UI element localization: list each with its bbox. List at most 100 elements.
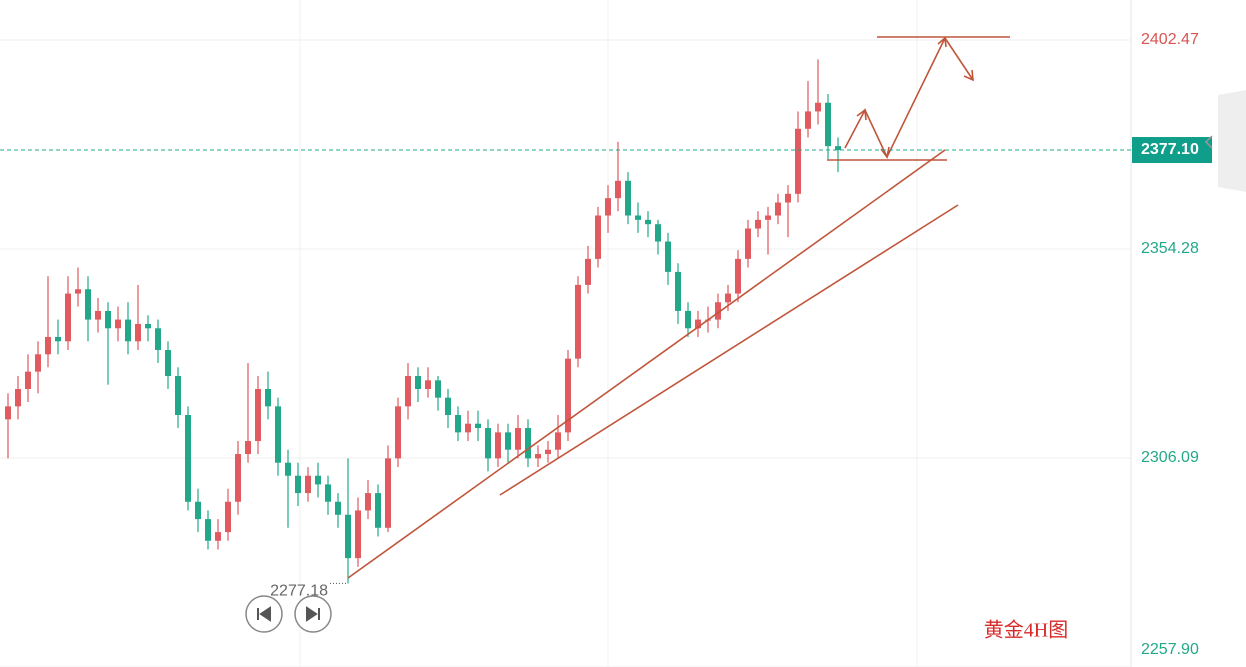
candle-body (245, 441, 251, 455)
candle-body (255, 388, 261, 442)
trend-line (347, 149, 946, 579)
candle-body (305, 475, 311, 494)
last-price-box (1132, 137, 1212, 164)
next-icon (306, 606, 320, 622)
candle-body (75, 289, 81, 294)
candle-body (745, 228, 751, 259)
candle-body (105, 310, 111, 329)
candle-body (205, 519, 211, 541)
candle-body (395, 406, 401, 459)
candle-body (735, 258, 741, 294)
candle-body (655, 224, 661, 242)
candle-body (405, 375, 411, 407)
candle-body (85, 289, 91, 320)
arrow-head (856, 108, 867, 121)
candle-body (455, 415, 461, 433)
nav-buttons (245, 595, 332, 633)
candle-body (595, 215, 601, 259)
candle-body (375, 493, 381, 528)
candle-body (135, 323, 141, 342)
candle-body (155, 328, 161, 350)
forecast-path (844, 36, 974, 159)
candle-body (785, 193, 791, 203)
candle-body (365, 493, 371, 511)
chart-annotation: 黄金4H图 (984, 619, 1068, 642)
candle-body (485, 428, 491, 459)
arrow-head (937, 36, 947, 48)
candle-body (575, 284, 581, 359)
candle-body (775, 202, 781, 216)
candle-body (175, 375, 181, 416)
candle-body (165, 349, 171, 376)
vertical-grid (299, 0, 918, 667)
candle-body (435, 380, 441, 398)
candle-body (805, 111, 811, 129)
candle-body (755, 219, 761, 229)
candle-body (475, 423, 481, 429)
candle-body (505, 432, 511, 450)
y-tick-label: 2257.90 (1141, 641, 1199, 658)
candle-body (525, 428, 531, 459)
candle-body (815, 102, 821, 112)
candle-body (185, 415, 191, 502)
candle-body (145, 323, 151, 329)
candle-body (465, 423, 471, 433)
drawings (347, 36, 1010, 579)
candle-body (95, 310, 101, 320)
arrow-head (963, 69, 974, 82)
candle-body (295, 475, 301, 494)
candle-body (515, 428, 521, 450)
candle-body (685, 310, 691, 329)
side-tab[interactable] (1218, 90, 1246, 192)
candle-body (65, 293, 71, 342)
candle-body (555, 432, 561, 450)
candle-body (615, 180, 621, 199)
y-tick-label: 2402.47 (1141, 31, 1199, 48)
candle-body (195, 501, 201, 520)
candle-body (415, 375, 421, 389)
candle-body (495, 432, 501, 459)
candle-body (115, 319, 121, 329)
last-price-label: 2377.10 (1141, 141, 1199, 158)
candle-body (715, 302, 721, 320)
candle-body (225, 501, 231, 533)
candle-body (605, 198, 611, 216)
candle-body (355, 510, 361, 559)
candle-body (795, 128, 801, 194)
candle-body (45, 336, 51, 355)
candle-body (385, 458, 391, 528)
candle-body (725, 293, 731, 303)
y-tick-label: 2354.28 (1141, 240, 1199, 257)
candle-body (15, 388, 21, 407)
candle-body (25, 371, 31, 389)
side-tab-icon (1204, 135, 1213, 149)
candle-body (315, 475, 321, 485)
candle-body (445, 397, 451, 416)
candle-body (635, 215, 641, 220)
candle-body (585, 258, 591, 285)
arrow-head (880, 146, 890, 159)
candle-body (35, 354, 41, 372)
candle-body (335, 501, 341, 515)
candle-body (235, 454, 241, 502)
candle-body (765, 215, 771, 220)
candle-body (665, 241, 671, 272)
candle-body (125, 319, 131, 342)
candle-body (345, 514, 351, 559)
candle-body (285, 462, 291, 476)
candle-body (825, 102, 831, 147)
candle-body (695, 319, 701, 329)
candle-body (265, 388, 271, 407)
candles (5, 59, 841, 584)
candle-body (625, 180, 631, 216)
candle-body (55, 336, 61, 342)
candle-body (275, 406, 281, 463)
prev-icon (257, 606, 271, 622)
y-tick-label: 2306.09 (1141, 449, 1199, 466)
candle-body (645, 219, 651, 225)
candle-body (835, 146, 841, 151)
candle-body (325, 484, 331, 502)
candle-body (545, 449, 551, 455)
